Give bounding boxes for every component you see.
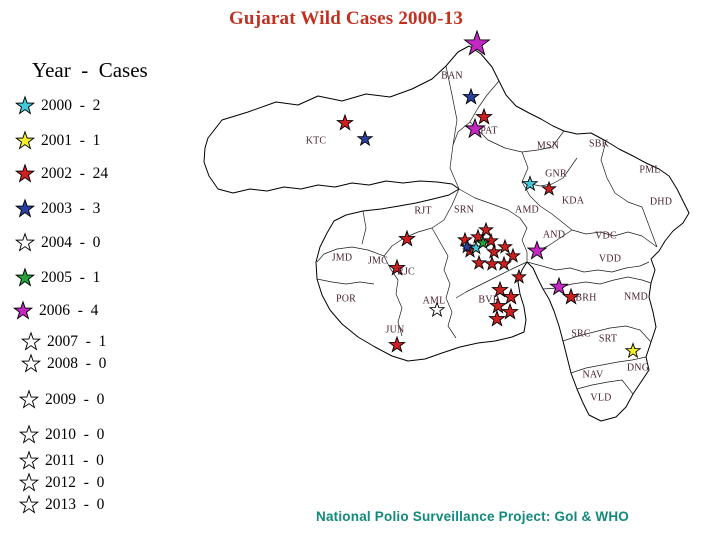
case-star-2002	[488, 310, 506, 326]
legend-item-2002: 2002 - 24	[14, 163, 108, 185]
case-star-2002	[471, 255, 487, 270]
case-star-2006	[549, 277, 569, 295]
case-star-2002	[388, 259, 406, 275]
case-star-2001	[625, 343, 641, 358]
case-star-2007	[429, 302, 445, 317]
legend-item-label: 2007 - 1	[47, 333, 107, 350]
legend-item-2007: 2007 - 1	[20, 331, 106, 353]
legend-item-2005: 2005 - 1	[14, 267, 100, 289]
case-star-2002	[398, 230, 416, 246]
case-star-2006	[527, 241, 547, 260]
case-star-2002	[497, 239, 513, 254]
state-outline	[203, 45, 690, 422]
legend-item-2012: 2012 - 0	[18, 472, 104, 494]
legend-item-label: 2005 - 1	[41, 269, 101, 286]
legend-item-2008: 2008 - 0	[20, 353, 106, 375]
case-star-2002	[484, 256, 500, 271]
legend-item-label: 2003 - 3	[41, 200, 101, 217]
legend-item-label: 2008 - 0	[47, 355, 107, 372]
case-star-2002	[562, 288, 580, 304]
legend-item-2003: 2003 - 3	[14, 198, 100, 220]
legend-item-label: 2012 - 0	[45, 474, 105, 491]
legend-item-2011: 2011 - 0	[18, 450, 104, 472]
case-star-2002	[541, 181, 557, 196]
legend-item-2000: 2000 - 2	[14, 95, 100, 117]
case-star-2002	[486, 244, 502, 259]
case-star-2000	[522, 176, 538, 191]
map-star-layer	[336, 30, 641, 358]
legend-item-label: 2001 - 1	[41, 132, 101, 149]
legend-item-2006: 2006 - 4	[12, 300, 98, 322]
legend-item-2009: 2009 - 0	[18, 389, 104, 411]
case-star-2002	[496, 256, 512, 271]
case-star-2002	[336, 114, 354, 130]
legend-item-label: 2006 - 4	[39, 302, 99, 319]
case-star-2003	[357, 131, 373, 146]
case-star-2002	[475, 108, 493, 124]
legend-item-label: 2009 - 0	[45, 391, 105, 408]
legend-item-2013: 2013 - 0	[18, 494, 104, 516]
legend-item-label: 2013 - 0	[45, 496, 105, 513]
legend-item-label: 2004 - 0	[41, 234, 101, 251]
page-title: Gujarat Wild Cases 2000-13	[228, 8, 464, 29]
legend-item-label: 2002 - 24	[41, 165, 109, 182]
legend-item-label: 2011 - 0	[45, 452, 104, 469]
legend-item-2001: 2001 - 1	[14, 130, 100, 152]
legend-item-label: 2010 - 0	[45, 426, 105, 443]
legend-item-2004: 2004 - 0	[14, 232, 100, 254]
case-star-2002	[388, 336, 406, 352]
case-star-2002	[502, 288, 520, 304]
footer-credit: National Polio Surveillance Project: GoI…	[316, 509, 630, 524]
legend: Year - Cases 2000 - 2 2001 - 1 2002 - 24 20…	[0, 0, 200, 540]
case-star-2003	[462, 88, 480, 104]
case-star-2002	[511, 269, 527, 284]
legend-item-label: 2000 - 2	[41, 97, 101, 114]
legend-header: Year - Cases	[32, 58, 148, 82]
case-star-2002	[483, 233, 499, 248]
legend-item-2010: 2010 - 0	[18, 424, 104, 446]
